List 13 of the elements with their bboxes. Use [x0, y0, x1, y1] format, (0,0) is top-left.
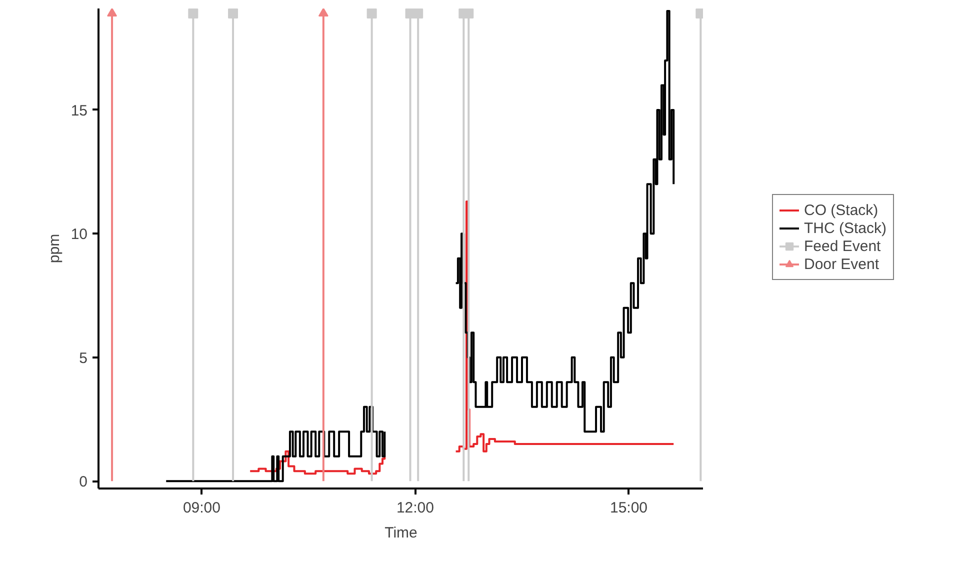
x-tick-label: 09:00 [182, 500, 220, 516]
legend-label: Door Event [804, 255, 880, 273]
y-tick-label: 15 [70, 102, 88, 120]
y-tick-label: 5 [79, 350, 88, 367]
y-axis-title: ppm [46, 234, 63, 264]
legend-label: CO (Stack) [804, 201, 878, 219]
x-axis-title: Time [384, 524, 418, 542]
y-tick-label: 10 [70, 226, 88, 244]
y-tick-label: 0 [79, 474, 88, 491]
legend-label: THC (Stack) [804, 219, 886, 237]
x-tick-label: 12:00 [396, 500, 434, 516]
legend-label: Feed Event [804, 237, 881, 255]
x-tick-label: 15:00 [610, 500, 648, 516]
